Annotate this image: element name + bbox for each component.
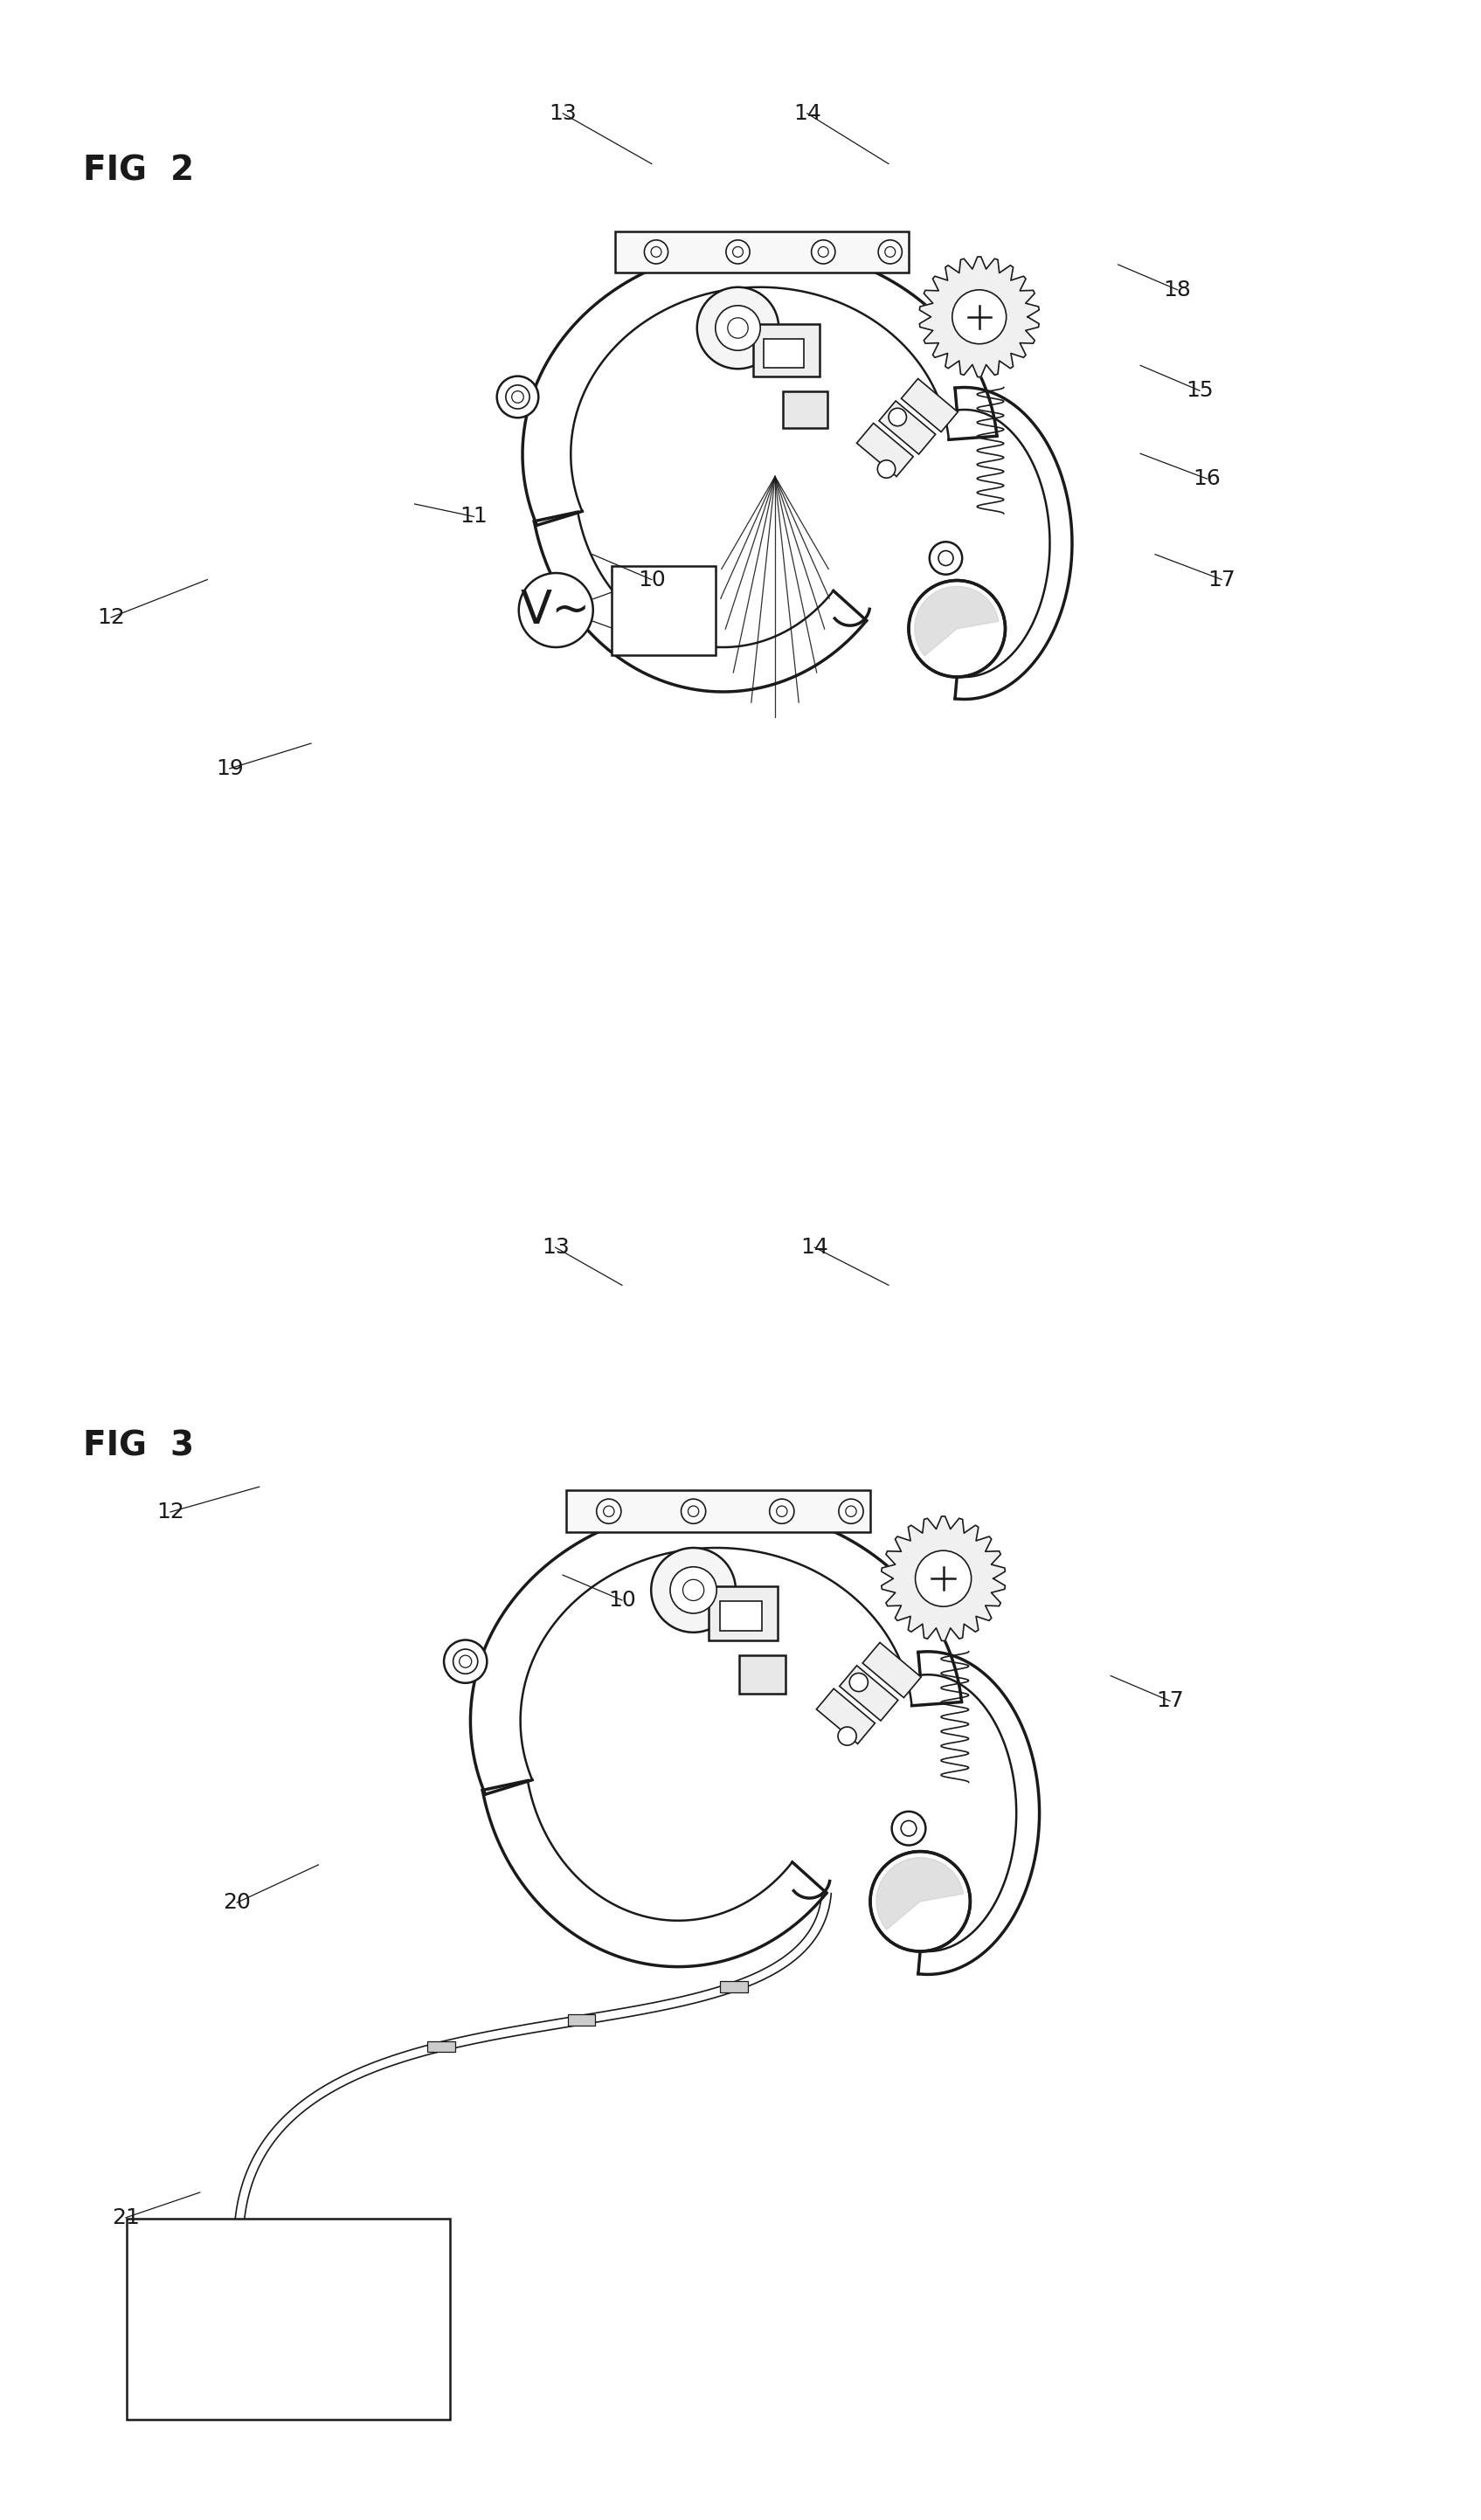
Circle shape: [507, 386, 530, 408]
Polygon shape: [877, 1857, 964, 1930]
Circle shape: [850, 1673, 868, 1691]
Text: 10: 10: [609, 1590, 635, 1610]
Bar: [752, 325, 819, 375]
Circle shape: [892, 1812, 926, 1845]
Text: 17: 17: [1208, 570, 1235, 590]
Bar: [567, 2013, 595, 2026]
Bar: [427, 2041, 455, 2051]
Text: 19: 19: [216, 759, 243, 779]
Bar: [612, 564, 715, 655]
Bar: [720, 1600, 761, 1630]
Text: 18: 18: [1164, 280, 1191, 300]
Text: 15: 15: [1186, 381, 1213, 401]
Text: FIG  3: FIG 3: [83, 1429, 194, 1462]
Circle shape: [909, 580, 1006, 678]
Circle shape: [459, 1656, 471, 1668]
Circle shape: [878, 461, 896, 479]
Circle shape: [812, 239, 835, 265]
Text: 20: 20: [224, 1893, 250, 1913]
Circle shape: [597, 1499, 621, 1525]
Text: 14: 14: [801, 1237, 828, 1257]
Circle shape: [886, 247, 896, 257]
Circle shape: [770, 1499, 794, 1525]
Circle shape: [952, 290, 1006, 343]
Circle shape: [498, 375, 539, 418]
Circle shape: [652, 247, 662, 257]
Bar: [902, 378, 958, 431]
Circle shape: [733, 247, 743, 257]
Bar: [739, 1656, 786, 1693]
Bar: [880, 401, 936, 454]
Polygon shape: [881, 1517, 1006, 1641]
Bar: [840, 1666, 897, 1721]
Text: 12: 12: [157, 1502, 184, 1522]
Circle shape: [518, 572, 592, 648]
Polygon shape: [915, 587, 998, 655]
Circle shape: [453, 1648, 478, 1673]
Text: 14: 14: [794, 103, 820, 123]
Circle shape: [915, 1550, 972, 1608]
Bar: [567, 1489, 871, 1532]
Text: 12: 12: [98, 607, 124, 627]
Bar: [764, 338, 804, 368]
Text: 21: 21: [113, 2208, 139, 2228]
Circle shape: [726, 239, 749, 265]
Circle shape: [846, 1507, 856, 1517]
Circle shape: [878, 239, 902, 265]
Circle shape: [444, 1641, 487, 1683]
Text: V~: V~: [521, 587, 591, 633]
Circle shape: [715, 305, 760, 350]
Circle shape: [689, 1507, 699, 1517]
Circle shape: [776, 1507, 788, 1517]
Text: 17: 17: [1157, 1691, 1183, 1711]
Circle shape: [818, 247, 828, 257]
Circle shape: [838, 1499, 863, 1525]
Text: 10: 10: [638, 570, 665, 590]
Circle shape: [889, 408, 906, 426]
Circle shape: [698, 287, 779, 368]
Circle shape: [669, 1567, 717, 1613]
Bar: [709, 1585, 778, 1641]
Circle shape: [683, 1580, 703, 1600]
Bar: [127, 2218, 450, 2419]
Circle shape: [871, 1852, 970, 1950]
Bar: [862, 1643, 921, 1698]
Circle shape: [727, 318, 748, 338]
Circle shape: [930, 542, 963, 575]
Circle shape: [603, 1507, 615, 1517]
Circle shape: [838, 1726, 856, 1746]
Bar: [856, 423, 914, 476]
Circle shape: [512, 391, 524, 403]
Polygon shape: [920, 257, 1040, 378]
Bar: [720, 1981, 748, 1993]
Bar: [782, 391, 826, 428]
Text: 13: 13: [549, 103, 576, 123]
Bar: [615, 232, 909, 272]
Text: 13: 13: [542, 1237, 569, 1257]
Circle shape: [939, 552, 954, 564]
Text: 11: 11: [461, 507, 487, 527]
Circle shape: [900, 1819, 917, 1837]
Circle shape: [652, 1547, 736, 1633]
Bar: [816, 1688, 875, 1744]
Text: 16: 16: [1194, 469, 1220, 489]
Circle shape: [681, 1499, 706, 1525]
Text: FIG  2: FIG 2: [83, 154, 194, 186]
Circle shape: [644, 239, 668, 265]
